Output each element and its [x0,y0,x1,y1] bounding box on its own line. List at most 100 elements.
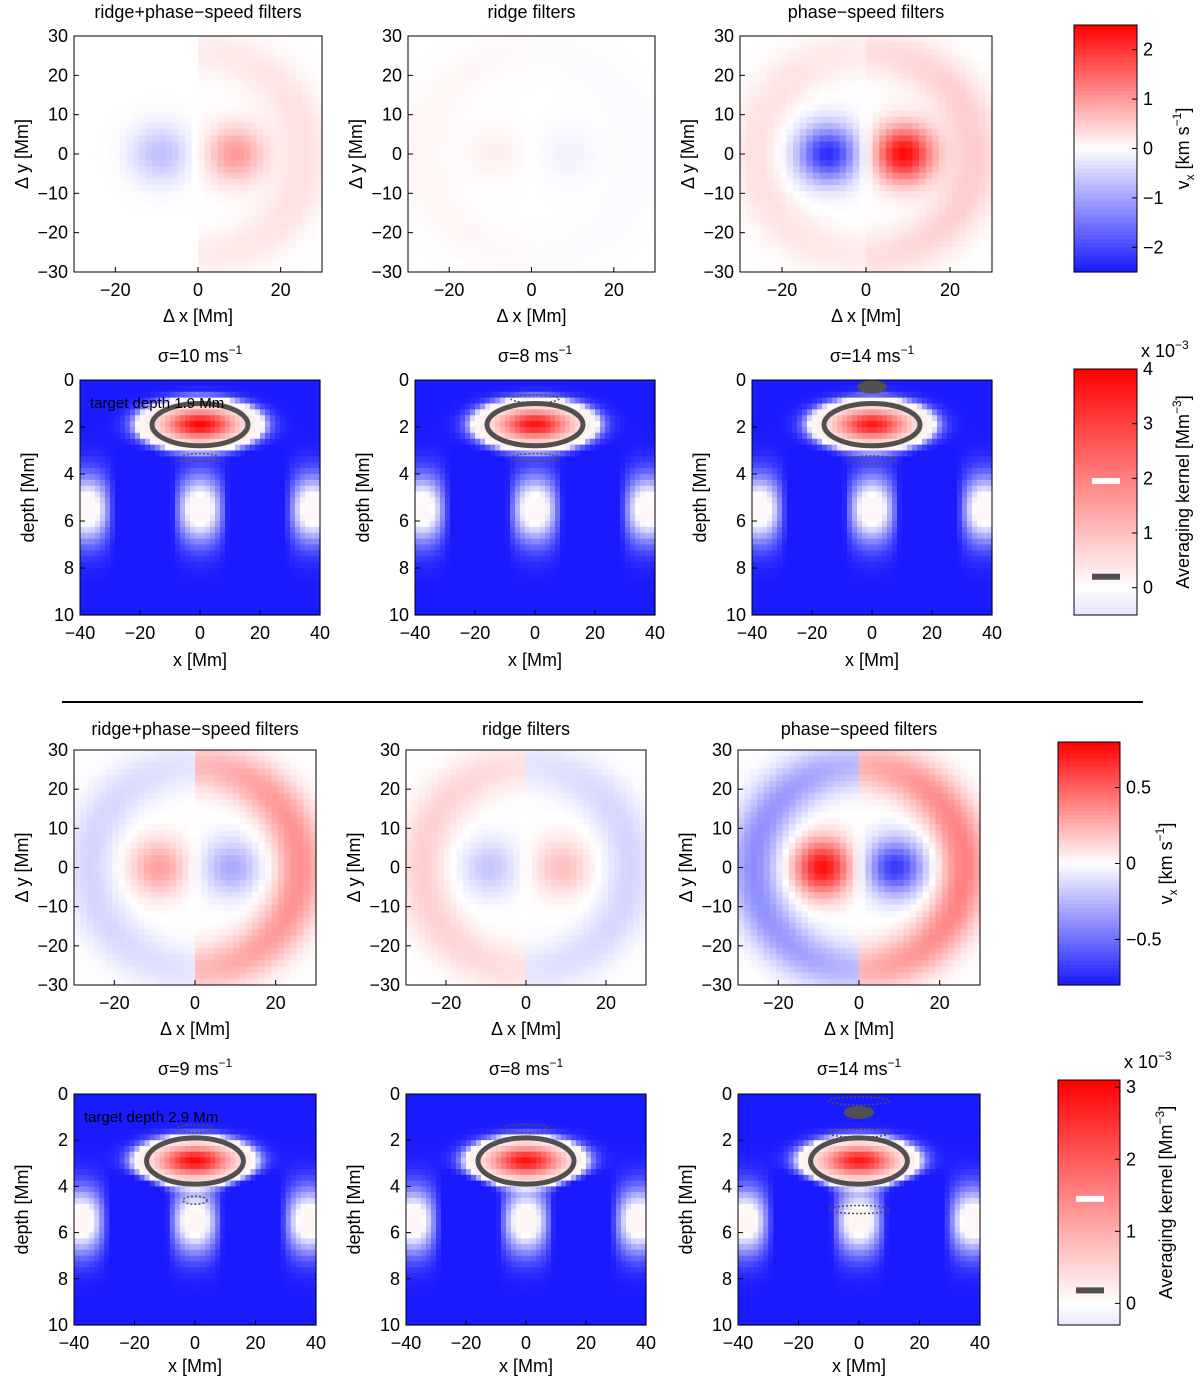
upper-vx-ridge-xticklabel-0: −20 [434,280,465,300]
lower-vx-phase-speed-cells [738,750,981,986]
lower-kernel-sigma8-ylabel: depth [Mm] [344,1164,364,1254]
lower-kernel-sigma8-yticklabel-0: 0 [390,1084,400,1104]
upper-kernel-sigma8: −40 −20 0 20 40 0 2 4 6 8 10 σ=8 ms−1 x [Mm] depth [M… [353,343,665,670]
lower-kernel-sigma14-xticklabel-4: 40 [970,1333,990,1353]
upper-kernel-sigma8-ylabel: depth [Mm] [353,452,373,542]
lower-vx-ridge-phase-speed-cells [74,750,317,986]
upper-vx-ridge-phase-speed: −20 0 20 30 20 10 0 −10 −20 −30 ridge+phase−speed … [12,2,323,326]
lower-kernel-sigma14-ripple-2 [828,1204,890,1215]
upper-kernel-sigma8-yticklabel-1: 2 [399,417,409,437]
lower-kernel-sigma8-yticklabel-5: 10 [380,1315,400,1335]
upper-vx-phase-speed-yticklabel-5: −20 [703,223,734,243]
upper-kernel-sigma10-ripple-0 [181,452,219,463]
upper-kernel-sigma14-yticklabel-4: 8 [736,558,746,578]
lower-vx-phase-speed-xticklabel-1: 0 [854,993,864,1013]
upper-kernel-sigma10-yticklabel-3: 6 [64,511,74,531]
upper-kernel-sigma10-contour [149,401,251,449]
lower-kernel-sigma9-ripple-0 [176,1123,214,1134]
lower-kernel-sigma9-title: σ=9 ms−1 [158,1056,233,1079]
lower-kernel-sigma8-xticklabel-4: 40 [636,1333,656,1353]
lower-kernel-sigma14-yticklabel-0: 0 [722,1084,732,1104]
upper-kernel-sigma14-yticklabel-5: 10 [726,605,746,625]
upper-kernel-sigma14-yticklabel-3: 6 [736,511,746,531]
lower-kernel-sigma9-yticklabel-3: 6 [58,1223,68,1243]
lower-vx-phase-speed-yticklabel-3: 0 [722,858,732,878]
upper-kernel-sigma10: target depth 1.9 Mm −40 −20 0 20 40 0 2 4 6 8 10 σ=1… [18,343,330,670]
lower-vx-ridge-xticklabel-0: −20 [431,993,462,1013]
lower-vx-phase-speed-xticklabel-2: 20 [930,993,950,1013]
lower-kernel-sigma9-yticklabel-2: 4 [58,1176,68,1196]
lower-vx-ridge-phase-speed-yticklabel-0: 30 [48,740,68,760]
lower-vx-ridge-phase-speed-ylabel: Δ y [Mm] [12,832,32,902]
cb-lower-kernel-ticklabel-3: 0 [1126,1293,1136,1313]
upper-vx-ridge-ylabel: Δ y [Mm] [346,119,366,189]
lower-kernel-sigma8-cells [406,1094,647,1326]
lower-kernel-sigma14-yticklabel-1: 2 [722,1130,732,1150]
upper-vx-phase-speed-xticklabel-0: −20 [767,280,798,300]
upper-vx-ridge-xticklabel-2: 20 [604,280,624,300]
lower-kernel-sigma8-xticklabel-3: 20 [576,1333,596,1353]
lower-vx-ridge-yticklabel-4: −10 [369,897,400,917]
lower-kernel-sigma9-xticklabel-4: 40 [306,1333,326,1353]
upper-kernel-sigma10-ylabel: depth [Mm] [18,452,38,542]
lower-kernel-sigma8-xticklabel-0: −40 [391,1333,422,1353]
upper-vx-ridge-title: ridge filters [487,2,575,22]
lower-vx-phase-speed-yticklabel-6: −30 [701,975,732,995]
upper-vx-phase-speed-yticklabel-6: −30 [703,262,734,282]
lower-kernel-sigma9-xlabel: x [Mm] [168,1356,222,1376]
upper-kernel-sigma14-xticklabel-3: 20 [922,623,942,643]
lower-vx-ridge-phase-speed-title: ridge+phase−speed filters [91,719,298,739]
upper-kernel-sigma14: −40 −20 0 20 40 0 2 4 6 8 10 σ=14 ms−1 x [Mm] depth [… [690,343,1002,670]
lower-vx-phase-speed-yticklabel-2: 10 [712,818,732,838]
upper-kernel-sigma14-title: σ=14 ms−1 [830,343,915,366]
upper-kernel-sigma8-title: σ=8 ms−1 [498,343,573,366]
lower-kernel-sigma14-yticklabel-4: 8 [722,1269,732,1289]
lower-kernel-sigma8-xticklabel-2: 0 [521,1333,531,1353]
lower-kernel-sigma9-yticklabel-4: 8 [58,1269,68,1289]
lower-kernel-sigma8-ripple-0 [501,1123,551,1134]
upper-kernel-sigma14-blob-0 [857,380,887,394]
upper-vx-phase-speed-yticklabel-0: 30 [714,26,734,46]
lower-kernel-sigma14-blob-0 [843,1105,875,1120]
lower-kernel-sigma9-xticklabel-0: −40 [59,1333,90,1353]
upper-vx-ridge-phase-speed-yticklabel-1: 20 [48,65,68,85]
upper-kernel-sigma10-title: σ=10 ms−1 [158,343,243,366]
upper-kernel-sigma14-xlabel: x [Mm] [845,650,899,670]
upper-vx-ridge-phase-speed-yticklabel-5: −20 [37,223,68,243]
lower-vx-ridge: −20 0 20 30 20 10 0 −10 −20 −30 ridge filters Δ x [… [344,719,647,1039]
lower-kernel-sigma14-contour [808,1135,910,1187]
lower-vx-ridge-yticklabel-3: 0 [390,858,400,878]
lower-vx-phase-speed-xticklabel-0: −20 [763,993,794,1013]
cb-lower-vx-ticklabel-1: 0 [1126,854,1136,874]
lower-vx-phase-speed-yticklabel-5: −20 [701,936,732,956]
cb-upper-vx-ticklabel-2: 0 [1143,139,1153,159]
lower-vx-ridge-phase-speed-xticklabel-1: 0 [190,993,200,1013]
upper-kernel-sigma8-ripple-1 [510,452,560,463]
upper-vx-phase-speed-ylabel: Δ y [Mm] [678,119,698,189]
upper-kernel-sigma8-yticklabel-2: 4 [399,464,409,484]
lower-vx-ridge-yticklabel-0: 30 [380,740,400,760]
cb-lower-kernel-marker-0 [1076,1195,1104,1202]
upper-vx-ridge-phase-speed-yticklabel-4: −10 [37,183,68,203]
upper-kernel-sigma14-xticklabel-0: −40 [737,623,768,643]
upper-vx-ridge-cells [408,36,656,273]
upper-vx-ridge-yticklabel-3: 0 [392,144,402,164]
upper-vx-phase-speed-cells [740,36,993,273]
upper-vx-ridge-yticklabel-4: −10 [371,183,402,203]
upper-kernel-sigma10-xticklabel-1: −20 [125,623,156,643]
lower-vx-ridge-phase-speed-xlabel: Δ x [Mm] [160,1019,230,1039]
lower-vx-phase-speed: −20 0 20 30 20 10 0 −10 −20 −30 phase−speed filter… [676,719,981,1039]
lower-kernel-sigma14-yticklabel-5: 10 [712,1315,732,1335]
upper-vx-phase-speed-title: phase−speed filters [788,2,945,22]
upper-vx-ridge-phase-speed-yticklabel-2: 10 [48,105,68,125]
upper-kernel-sigma10-yticklabel-2: 4 [64,464,74,484]
upper-vx-ridge-xlabel: Δ x [Mm] [496,306,566,326]
lower-kernel-sigma8-contour [475,1135,577,1187]
cb-upper-kernel-marker-0 [1092,478,1120,485]
lower-vx-ridge-phase-speed: −20 0 20 30 20 10 0 −10 −20 −30 ridge+phase−speed … [12,719,317,1039]
lower-vx-ridge-yticklabel-1: 20 [380,779,400,799]
lower-kernel-sigma14: −40 −20 0 20 40 0 2 4 6 8 10 σ=14 ms−1 x [Mm] depth [… [676,1056,990,1376]
cb-upper-kernel-label: Averaging kernel [Mm−3] [1170,395,1193,588]
upper-vx-ridge-phase-speed-cells [74,36,323,273]
cb-upper-kernel-ticklabel-0: 4 [1143,359,1153,379]
